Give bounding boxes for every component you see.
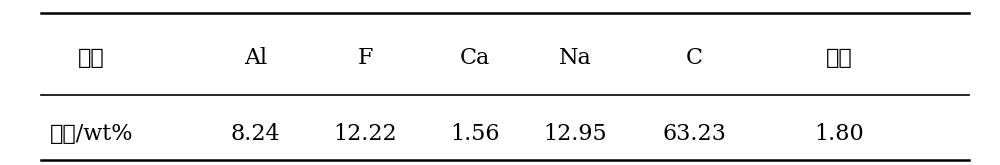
Text: 元素: 元素: [78, 47, 105, 69]
Text: 12.95: 12.95: [543, 123, 607, 145]
Text: 含量/wt%: 含量/wt%: [49, 123, 133, 145]
Text: 1.56: 1.56: [450, 123, 500, 145]
Text: 63.23: 63.23: [663, 123, 726, 145]
Text: 12.22: 12.22: [334, 123, 397, 145]
Text: C: C: [686, 47, 703, 69]
Text: Al: Al: [244, 47, 267, 69]
Text: F: F: [358, 47, 373, 69]
Text: 其它: 其它: [826, 47, 852, 69]
Text: Ca: Ca: [460, 47, 490, 69]
Text: Na: Na: [558, 47, 591, 69]
Text: 8.24: 8.24: [231, 123, 280, 145]
Text: 1.80: 1.80: [814, 123, 864, 145]
